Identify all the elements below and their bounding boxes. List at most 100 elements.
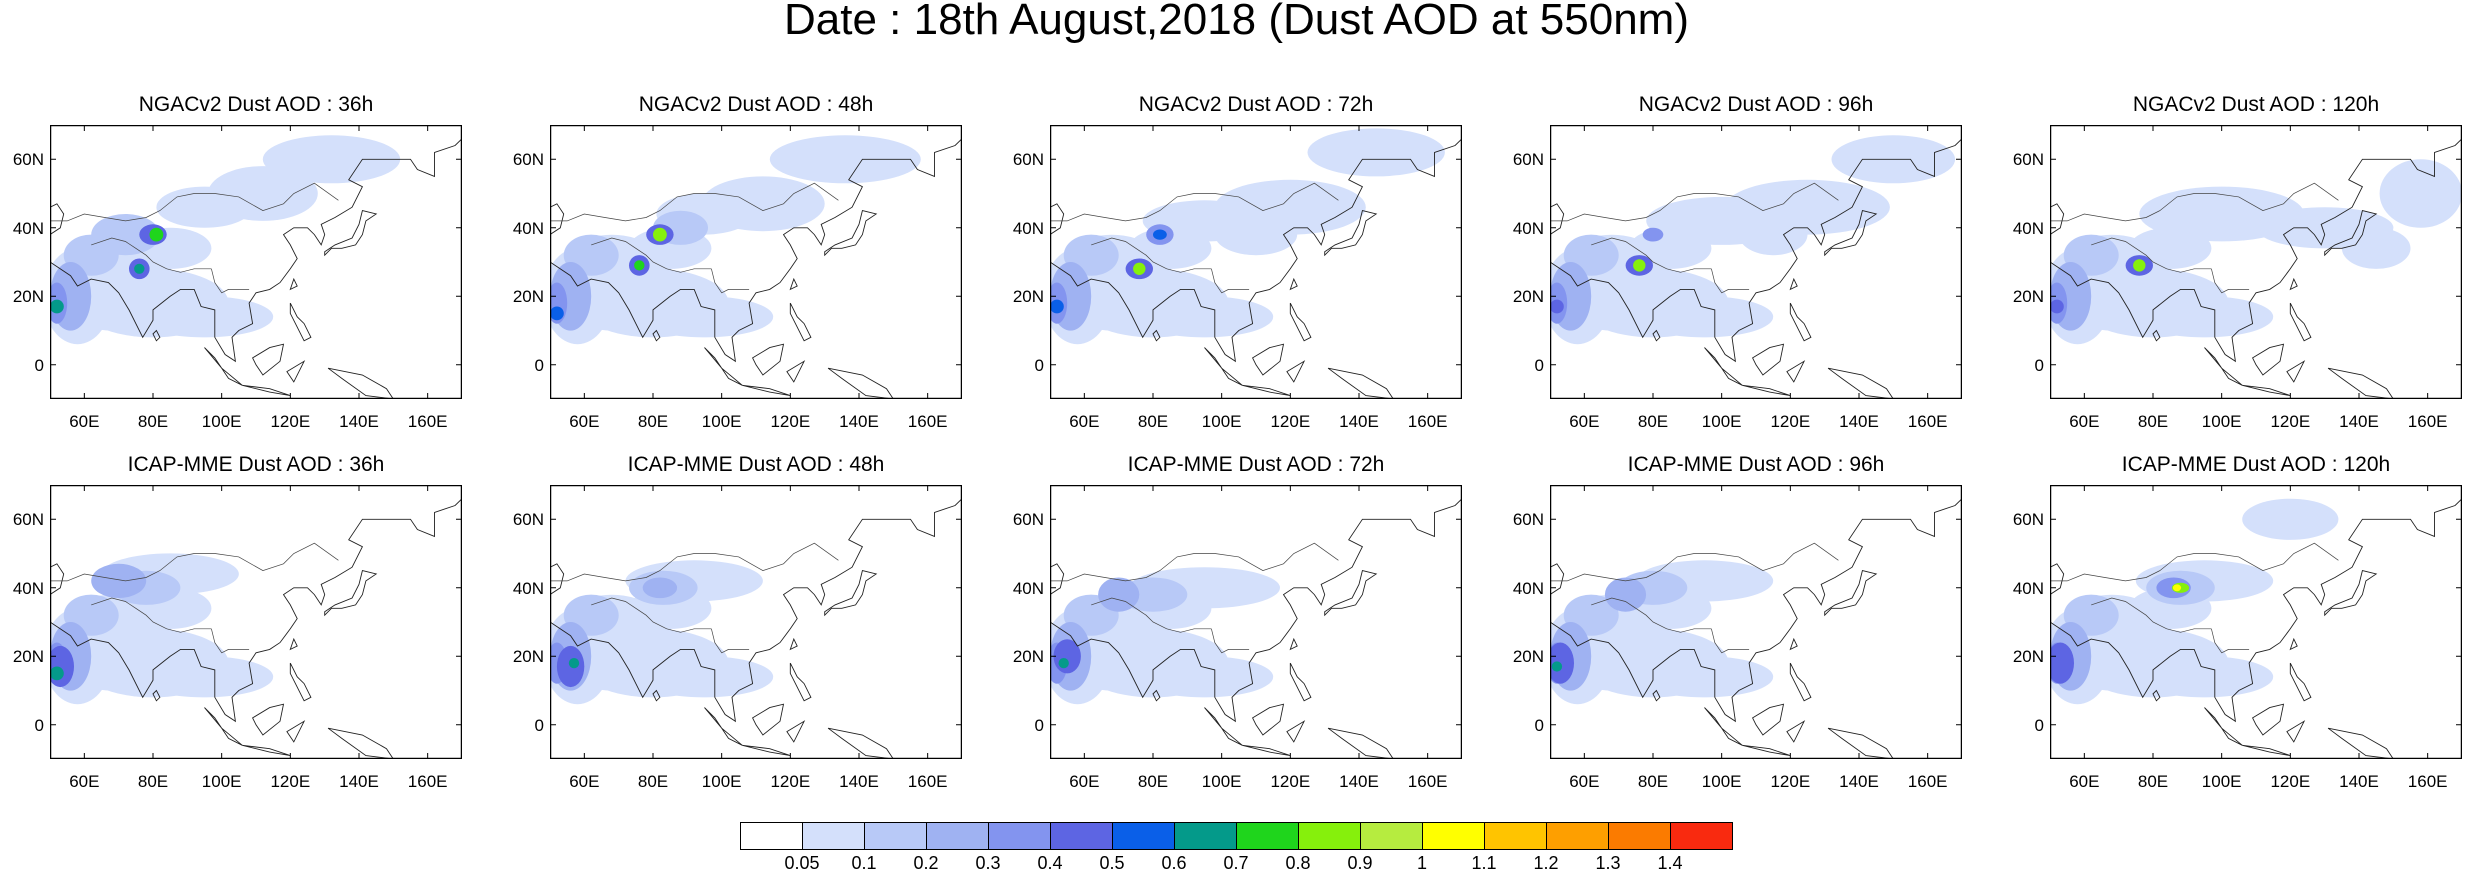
island xyxy=(327,367,394,399)
lon-tick-label: 140E xyxy=(839,412,879,431)
lon-tick-label: 80E xyxy=(637,772,669,791)
lat-tick-label: 0 xyxy=(1034,355,1044,375)
dust-plume xyxy=(1214,214,1298,256)
caspian-sea xyxy=(1550,563,1565,596)
island xyxy=(789,662,812,702)
island xyxy=(2289,277,2298,291)
border xyxy=(1050,542,1339,582)
island xyxy=(1286,720,1306,743)
island xyxy=(1289,637,1298,651)
border xyxy=(50,542,339,582)
island xyxy=(704,347,743,386)
lat-tick-label: 0 xyxy=(34,355,44,375)
coastline xyxy=(550,138,962,363)
lat-tick-label: 60N xyxy=(2012,150,2044,170)
lon-tick-label: 100E xyxy=(201,412,242,431)
island xyxy=(1252,343,1285,376)
colorbar-label: 1.3 xyxy=(1595,853,1621,873)
coastline xyxy=(2050,498,2462,723)
caspian-sea xyxy=(1050,203,1065,236)
border xyxy=(1711,268,1750,294)
border xyxy=(550,542,839,582)
panel-title: ICAP-MME Dust AOD : 48h xyxy=(627,453,885,476)
lon-tick-label: 80E xyxy=(1137,772,1169,791)
lon-tick-label: 140E xyxy=(2339,772,2379,791)
dust-plume xyxy=(2341,227,2411,269)
dust-aod-map xyxy=(550,485,962,759)
colorbar-swatch xyxy=(1360,822,1423,850)
caspian-sea xyxy=(550,563,565,596)
lat-tick-label: 0 xyxy=(2034,355,2044,375)
map-frame xyxy=(550,485,962,759)
lon-tick-label: 120E xyxy=(270,772,311,791)
island xyxy=(2289,302,2312,342)
island xyxy=(327,727,394,759)
lon-tick-label: 120E xyxy=(770,412,811,431)
dust-plume xyxy=(1550,642,1574,684)
island xyxy=(1152,689,1161,702)
map-frame xyxy=(1550,125,1962,399)
island xyxy=(742,744,791,757)
island xyxy=(1827,367,1894,399)
dust-plume xyxy=(701,176,825,232)
lon-tick-label: 100E xyxy=(2201,412,2242,431)
dust-plume xyxy=(2135,656,2274,698)
lon-tick-label: 160E xyxy=(2407,772,2448,791)
lon-tick-label: 100E xyxy=(201,772,242,791)
island xyxy=(2252,703,2285,736)
colorbar-swatch xyxy=(1670,822,1733,850)
lon-tick-label: 140E xyxy=(2339,412,2379,431)
island xyxy=(704,707,743,746)
island xyxy=(252,343,285,376)
dust-plume xyxy=(635,656,774,698)
lat-tick-label: 40N xyxy=(2012,218,2044,238)
island xyxy=(286,720,306,743)
island xyxy=(1204,347,1243,386)
island xyxy=(827,367,894,399)
japan-coast xyxy=(1324,210,1378,257)
colorbar-swatch xyxy=(1422,822,1485,850)
caspian-sea xyxy=(1550,203,1565,236)
dust-aod-map xyxy=(1550,485,1962,759)
dust-plume xyxy=(568,658,580,669)
panel-title: ICAP-MME Dust AOD : 36h xyxy=(127,453,385,476)
panel-title: NGACv2 Dust AOD : 96h xyxy=(1638,93,1874,116)
island xyxy=(2242,744,2291,757)
lon-tick-label: 160E xyxy=(1407,412,1448,431)
border xyxy=(1711,628,1750,654)
dust-plume xyxy=(1550,299,1564,314)
lon-tick-label: 140E xyxy=(839,772,879,791)
main-title: Date : 18th August,2018 (Dust AOD at 550… xyxy=(784,0,1689,44)
lat-tick-label: 20N xyxy=(512,647,544,667)
dust-aod-map xyxy=(1550,125,1962,399)
colorbar-label: 0.1 xyxy=(851,853,877,873)
dust-plume xyxy=(134,263,145,274)
panel-title: NGACv2 Dust AOD : 48h xyxy=(638,93,874,116)
dust-plume xyxy=(149,227,164,242)
lon-tick-label: 100E xyxy=(1701,772,1742,791)
lon-tick-label: 160E xyxy=(1907,772,1948,791)
lon-tick-label: 120E xyxy=(1270,772,1311,791)
caspian-sea xyxy=(2050,203,2065,236)
colorbar-label: 1 xyxy=(1416,853,1427,873)
dust-plume xyxy=(1058,658,1069,669)
dust-plume xyxy=(1050,299,1064,314)
japan-coast xyxy=(2324,210,2378,257)
lat-tick-label: 40N xyxy=(1012,218,1044,238)
lon-tick-label: 120E xyxy=(2270,772,2311,791)
colorbar-swatch xyxy=(1112,822,1175,850)
island xyxy=(1742,384,1791,397)
dust-plume xyxy=(262,135,401,184)
dust-aod-map xyxy=(2050,485,2462,759)
lat-tick-label: 40N xyxy=(1512,578,1544,598)
border xyxy=(1211,628,1250,654)
coastline xyxy=(50,138,462,363)
lon-tick-label: 120E xyxy=(1770,412,1811,431)
japan-coast xyxy=(824,570,878,617)
border xyxy=(211,628,250,654)
colorbar-label: 0.2 xyxy=(913,853,939,873)
lat-tick-label: 60N xyxy=(12,150,44,170)
lat-tick-label: 20N xyxy=(1512,647,1544,667)
island xyxy=(2286,360,2306,383)
lon-tick-label: 160E xyxy=(1407,772,1448,791)
